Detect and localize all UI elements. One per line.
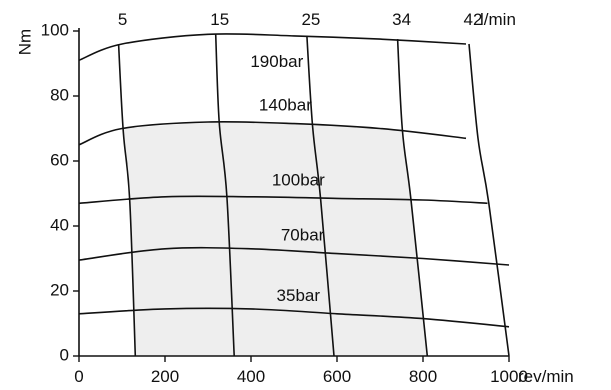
pressure-curve-140bar — [78, 120, 467, 146]
pressure-curves — [78, 33, 510, 328]
pressure-curve-100bar — [78, 195, 488, 205]
x-axis-label: rev/min — [518, 367, 574, 386]
axes: 0 20 40 60 80 100 0 200 400 600 800 1000 Nm rev/mi… — [15, 10, 573, 386]
x-tick-label: 0 — [74, 367, 83, 386]
flow-unit-label: l/min — [480, 10, 516, 29]
flow-line-34 — [396, 39, 429, 357]
pressure-label-35bar: 35bar — [277, 286, 321, 305]
pressure-label-140bar: 140bar — [259, 96, 312, 115]
x-tick-label: 400 — [237, 367, 265, 386]
flow-curves — [117, 34, 510, 357]
x-tick-label: 1000 — [490, 367, 528, 386]
x-tick-label: 200 — [151, 367, 179, 386]
flow-line-42 — [468, 43, 510, 357]
y-tick-label: 60 — [50, 150, 69, 169]
y-tick-label: 0 — [60, 345, 69, 364]
flow-label-34: 34 — [392, 10, 411, 29]
flow-label-42: 42 — [464, 10, 483, 29]
pressure-label-100bar: 100bar — [272, 170, 325, 189]
flow-line-5 — [117, 43, 137, 357]
y-tick-label: 40 — [50, 215, 69, 234]
operating-region-fill — [122, 122, 428, 356]
pressure-labels: 190bar 140bar 100bar 70bar 35bar — [250, 52, 325, 305]
pressure-label-70bar: 70bar — [281, 226, 325, 245]
pressure-curve-35bar — [78, 307, 510, 328]
pressure-label-190bar: 190bar — [250, 52, 303, 71]
y-tick-label: 20 — [50, 280, 69, 299]
flow-labels: 5 15 25 34 42 — [118, 10, 483, 29]
y-tick-label: 80 — [50, 85, 69, 104]
y-axis-label: Nm — [15, 29, 34, 55]
flow-label-25: 25 — [301, 10, 320, 29]
y-ticks: 0 20 40 60 80 100 — [41, 20, 79, 364]
flow-line-25 — [306, 35, 335, 357]
x-tick-label: 600 — [323, 367, 351, 386]
x-tick-label: 800 — [409, 367, 437, 386]
x-ticks: 0 200 400 600 800 1000 — [74, 356, 528, 386]
y-tick-label: 100 — [41, 20, 69, 39]
flow-label-5: 5 — [118, 10, 127, 29]
flow-label-15: 15 — [210, 10, 229, 29]
pressure-curve-70bar — [78, 246, 510, 266]
pressure-curve-190bar — [78, 33, 467, 62]
flow-line-15 — [214, 34, 235, 357]
